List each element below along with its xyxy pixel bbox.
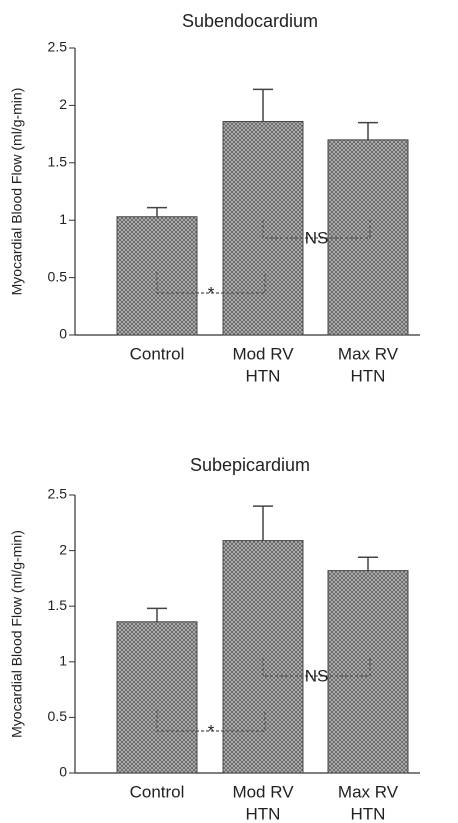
bar — [116, 216, 198, 336]
chart-title: Subepicardium — [190, 455, 310, 475]
significance-bracket — [262, 220, 371, 239]
x-tick-label: Mod RV — [232, 782, 294, 801]
y-tick-label: 0.5 — [48, 708, 68, 724]
y-tick-label: 1 — [59, 653, 67, 669]
y-tick-label: 2 — [59, 541, 67, 557]
significance-bracket — [262, 658, 371, 677]
bar — [222, 120, 304, 336]
x-tick-label: HTN — [246, 804, 281, 823]
y-axis-label: Myocardial Blood Flow (ml/g-min) — [9, 88, 25, 296]
significance-label: NS — [305, 228, 329, 247]
y-tick-label: 0.5 — [48, 268, 68, 284]
significance-label: NS — [305, 666, 329, 685]
x-tick-label: Max RV — [338, 344, 399, 363]
significance-bracket — [156, 710, 266, 732]
y-tick-label: 2.5 — [48, 486, 68, 502]
x-tick-label: Max RV — [338, 782, 399, 801]
chart: Subepicardium Myocardial Blood Flow (ml/g… — [9, 455, 420, 823]
y-tick-label: 1.5 — [48, 597, 68, 613]
error-bar — [253, 88, 273, 122]
x-tick-label: HTN — [351, 804, 386, 823]
error-bar — [147, 206, 167, 217]
x-tick-label: Mod RV — [232, 344, 294, 363]
significance-bracket — [156, 272, 266, 294]
bar — [116, 621, 198, 774]
y-tick-label: 1.5 — [48, 154, 68, 170]
x-tick-label: HTN — [351, 366, 386, 385]
x-tick-label: Control — [130, 782, 185, 801]
significance-label: * — [208, 721, 215, 740]
error-bar — [253, 505, 273, 541]
error-bar — [358, 556, 378, 571]
x-tick-label: HTN — [246, 366, 281, 385]
chart-title: Subendocardium — [182, 11, 318, 31]
x-tick-label: Control — [130, 344, 185, 363]
y-tick-label: 1 — [59, 211, 67, 227]
y-tick-label: 2.5 — [48, 39, 68, 55]
y-tick-label: 0 — [59, 326, 67, 342]
y-tick-label: 2 — [59, 96, 67, 112]
error-bar — [147, 607, 167, 622]
significance-label: * — [208, 283, 215, 302]
bar — [222, 540, 304, 774]
bar — [327, 570, 409, 774]
chart: Subendocardium Myocardial Blood Flow (ml/… — [9, 11, 420, 385]
y-axis-label: Myocardial Blood Flow (ml/g-min) — [9, 530, 25, 738]
y-tick-label: 0 — [59, 764, 67, 780]
error-bar — [358, 121, 378, 140]
